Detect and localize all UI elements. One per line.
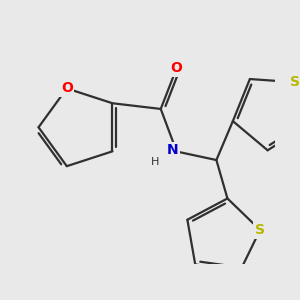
Text: S: S <box>290 75 300 89</box>
Text: O: O <box>61 81 73 95</box>
Text: S: S <box>255 223 265 237</box>
Text: H: H <box>151 157 159 167</box>
Text: O: O <box>171 61 183 75</box>
Text: N: N <box>166 143 178 158</box>
